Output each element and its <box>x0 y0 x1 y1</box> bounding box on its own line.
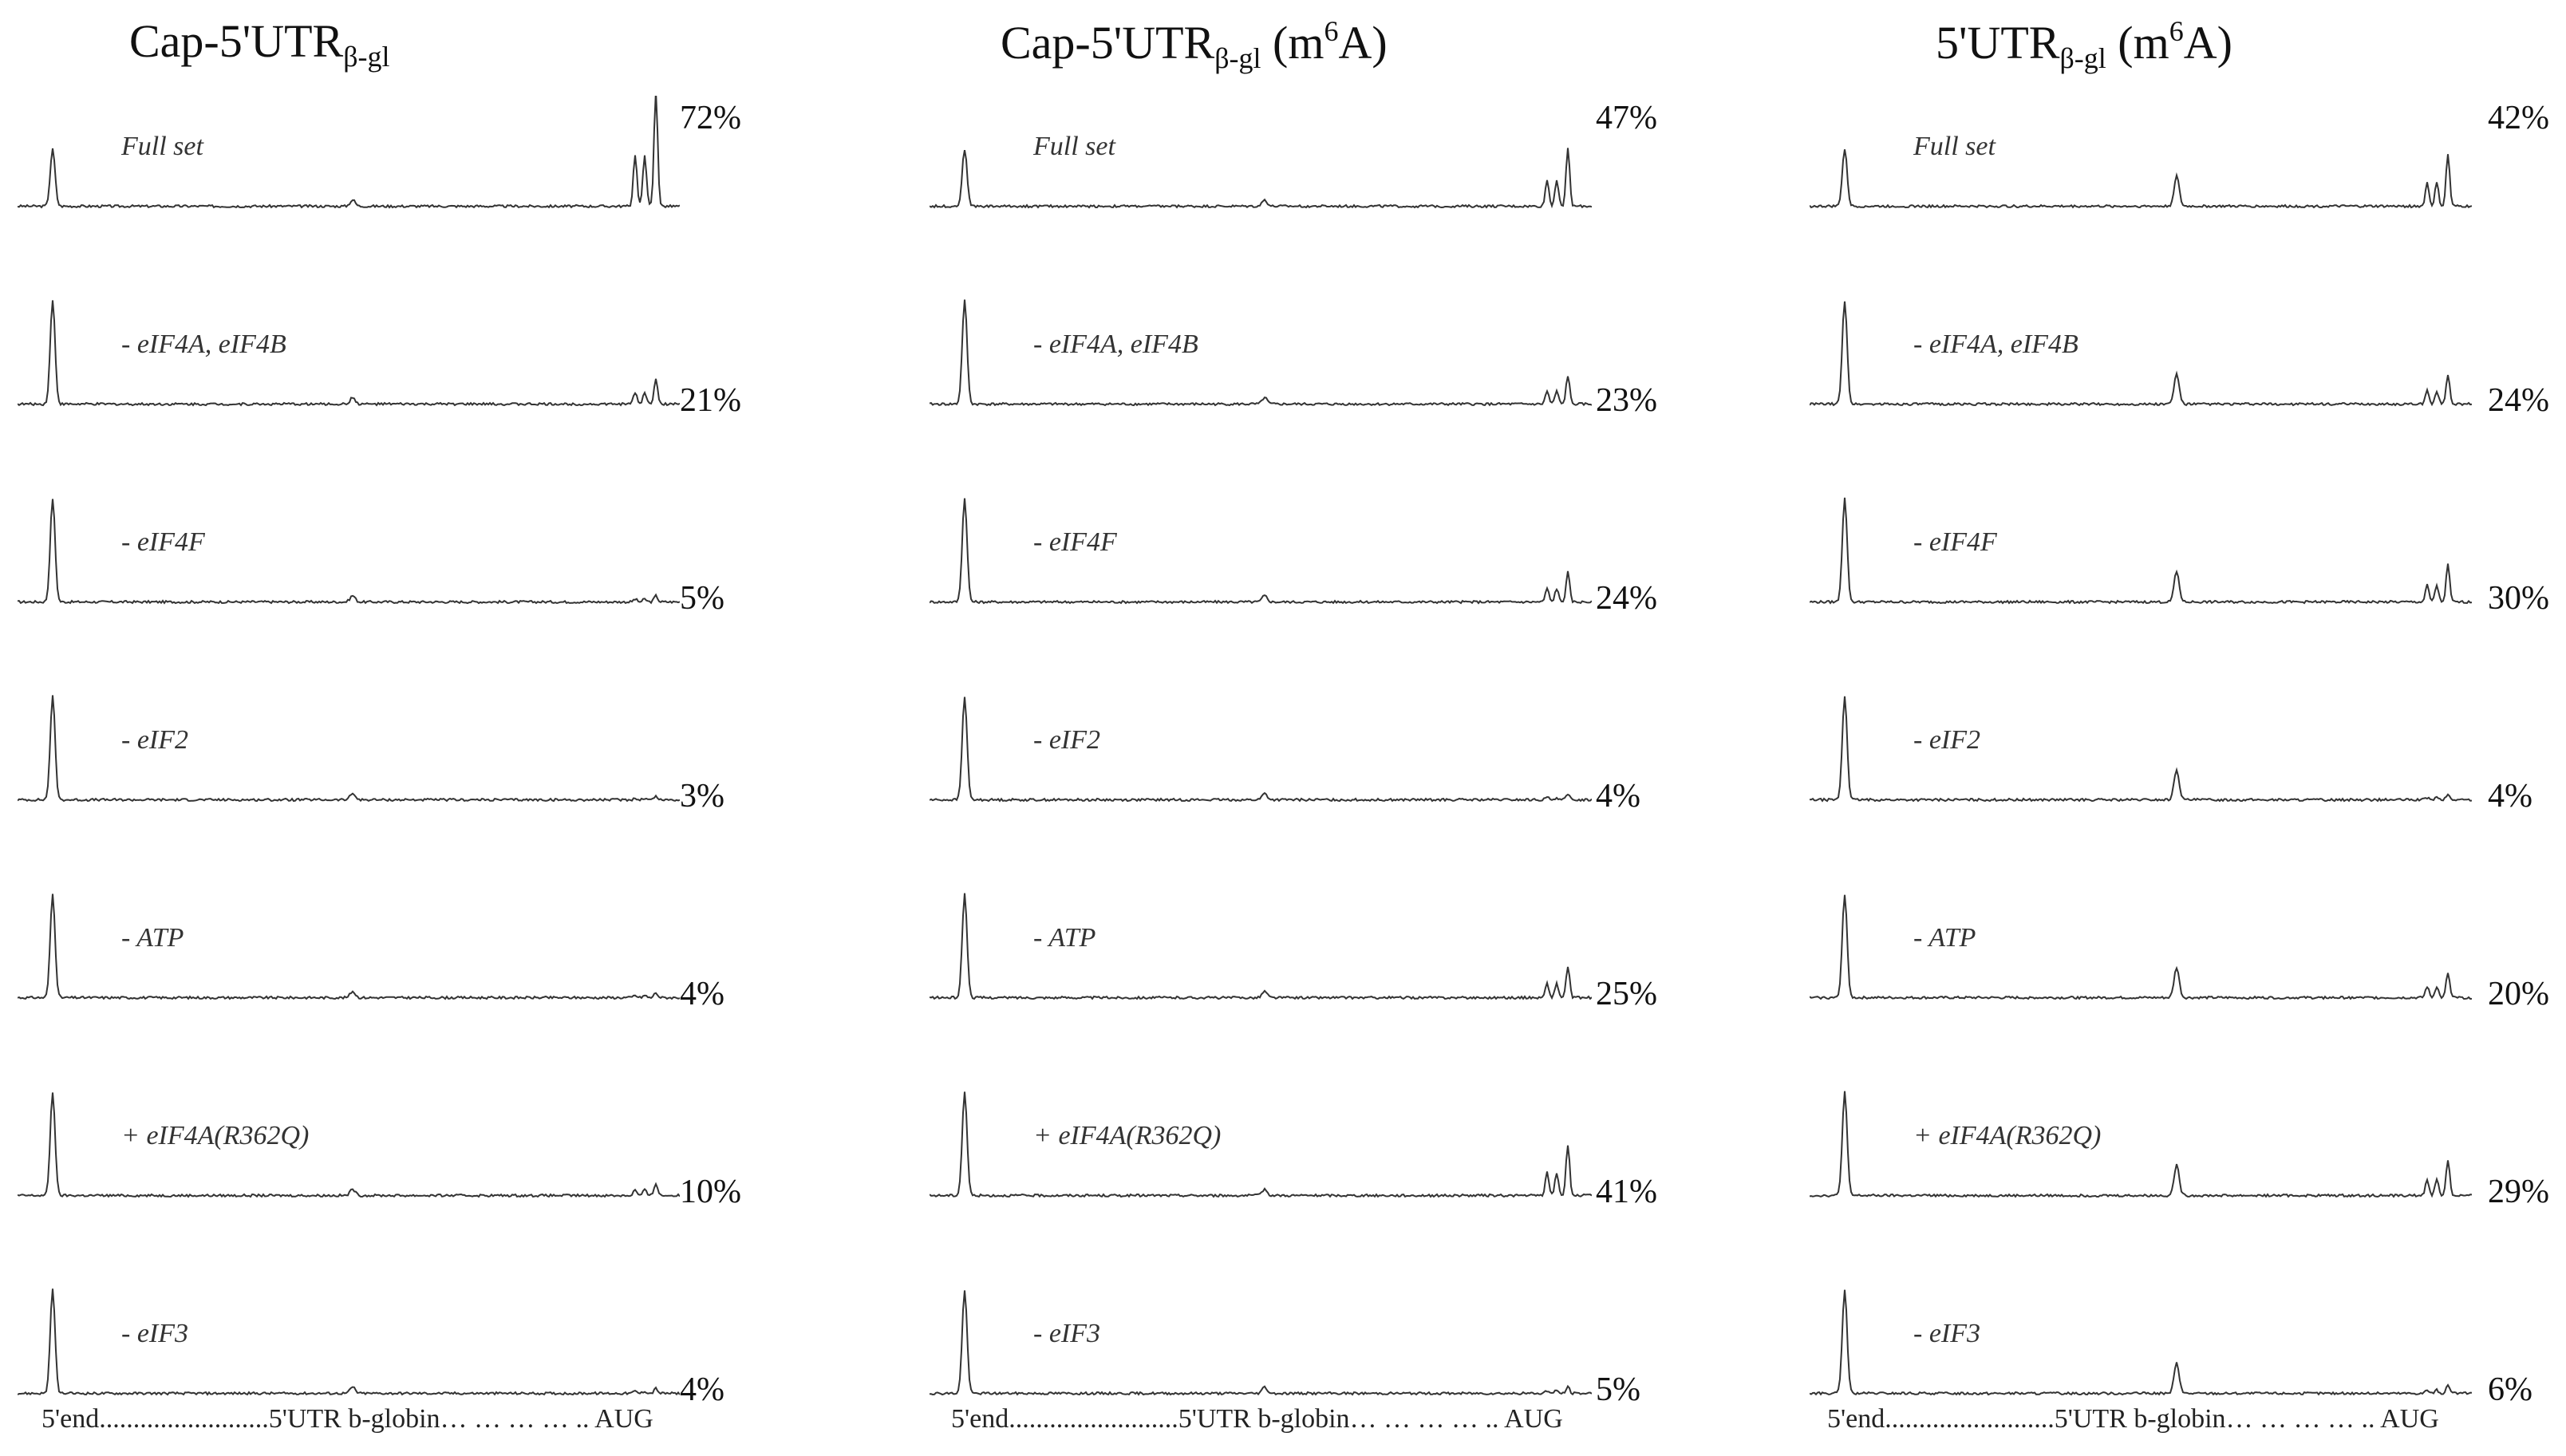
condition-label: - eIF4A, eIF4B <box>1033 329 1198 359</box>
percent-label: 23% <box>1596 382 1657 419</box>
percent-label: 25% <box>1596 976 1657 1012</box>
trace-line <box>930 498 1592 605</box>
condition-label: - ATP <box>121 923 184 953</box>
percent-label: 3% <box>680 778 724 815</box>
percent-label: 5% <box>1596 1371 1640 1408</box>
condition-label: Full set <box>121 132 203 161</box>
trace-line <box>1810 301 2472 407</box>
condition-label: + eIF4A(R362Q) <box>121 1121 310 1150</box>
condition-label: - eIF4F <box>1033 527 1117 557</box>
condition-label: Full set <box>1913 132 1996 161</box>
condition-label: - eIF3 <box>1033 1319 1101 1348</box>
percent-label: 4% <box>1596 778 1640 815</box>
toeprint-trace <box>1810 96 2472 215</box>
trace-line <box>1810 696 2472 803</box>
condition-label: Full set <box>1033 132 1115 161</box>
trace-line <box>18 499 680 605</box>
trace-line <box>18 96 680 209</box>
toeprint-trace <box>1810 689 2472 809</box>
percent-label: 21% <box>680 382 741 419</box>
toeprint-trace <box>1810 491 2472 611</box>
percent-label: 29% <box>2488 1174 2549 1210</box>
trace-line <box>18 300 680 407</box>
toeprint-trace <box>1810 887 2472 1007</box>
percent-label: 4% <box>680 976 724 1012</box>
condition-label: - eIF2 <box>1033 725 1101 755</box>
toeprint-trace <box>18 689 680 809</box>
condition-label: - eIF2 <box>121 725 189 755</box>
toeprint-trace <box>18 1283 680 1403</box>
condition-label: - eIF3 <box>1913 1319 1981 1348</box>
percent-label: 4% <box>2488 778 2532 815</box>
condition-label: - eIF4A, eIF4B <box>1913 329 2078 359</box>
percent-label: 20% <box>2488 976 2549 1012</box>
trace-line <box>930 148 1592 209</box>
column-title-1: Cap-5'UTRβ-gl <box>129 15 390 73</box>
percent-label: 5% <box>680 580 724 617</box>
condition-label: + eIF4A(R362Q) <box>1913 1121 2102 1150</box>
x-axis-label-1: 5'end.........................5'UTR b-gl… <box>41 1404 653 1434</box>
toeprint-trace <box>930 1283 1592 1403</box>
percent-label: 47% <box>1596 100 1657 136</box>
trace-line <box>930 696 1592 803</box>
trace-line <box>1810 497 2472 605</box>
toeprint-trace <box>18 491 680 611</box>
percent-label: 6% <box>2488 1371 2532 1408</box>
trace-line <box>1810 1289 2472 1396</box>
toeprint-trace <box>930 1085 1592 1205</box>
trace-line <box>1810 149 2472 209</box>
trace-line <box>1810 1091 2472 1198</box>
trace-line <box>1810 894 2472 1000</box>
x-axis-label-2: 5'end.........................5'UTR b-gl… <box>951 1404 1563 1434</box>
trace-line <box>18 1288 680 1396</box>
toeprint-trace <box>930 96 1592 215</box>
trace-line <box>18 1092 680 1198</box>
toeprint-trace <box>930 887 1592 1007</box>
trace-line <box>18 894 680 1000</box>
trace-line <box>930 1091 1592 1198</box>
toeprint-trace <box>1810 1283 2472 1403</box>
column-title-2: Cap-5'UTRβ-gl (m6A) <box>1001 15 1388 74</box>
x-axis-label-3: 5'end.........................5'UTR b-gl… <box>1827 1404 2439 1434</box>
percent-label: 10% <box>680 1174 741 1210</box>
condition-label: - eIF3 <box>121 1319 189 1348</box>
percent-label: 72% <box>680 100 741 136</box>
toeprint-trace <box>18 96 680 215</box>
percent-label: 41% <box>1596 1174 1657 1210</box>
percent-label: 4% <box>680 1371 724 1408</box>
toeprint-trace <box>930 294 1592 413</box>
trace-line <box>18 695 680 803</box>
toeprint-trace <box>1810 1085 2472 1205</box>
toeprint-trace <box>930 689 1592 809</box>
toeprint-trace <box>18 887 680 1007</box>
condition-label: - eIF4A, eIF4B <box>121 329 286 359</box>
percent-label: 42% <box>2488 100 2549 136</box>
condition-label: - eIF4F <box>121 527 205 557</box>
condition-label: - eIF2 <box>1913 725 1981 755</box>
column-title-3: 5'UTRβ-gl (m6A) <box>1936 15 2232 74</box>
trace-line <box>930 1290 1592 1396</box>
toeprint-trace <box>18 294 680 413</box>
trace-line <box>930 299 1592 407</box>
percent-label: 24% <box>2488 382 2549 419</box>
toeprint-trace <box>930 491 1592 611</box>
condition-label: - ATP <box>1033 923 1096 953</box>
condition-label: - ATP <box>1913 923 1976 953</box>
percent-label: 24% <box>1596 580 1657 617</box>
toeprint-trace <box>1810 294 2472 413</box>
toeprint-trace <box>18 1085 680 1205</box>
percent-label: 30% <box>2488 580 2549 617</box>
condition-label: - eIF4F <box>1913 527 1997 557</box>
condition-label: + eIF4A(R362Q) <box>1033 1121 1222 1150</box>
trace-line <box>930 893 1592 1000</box>
